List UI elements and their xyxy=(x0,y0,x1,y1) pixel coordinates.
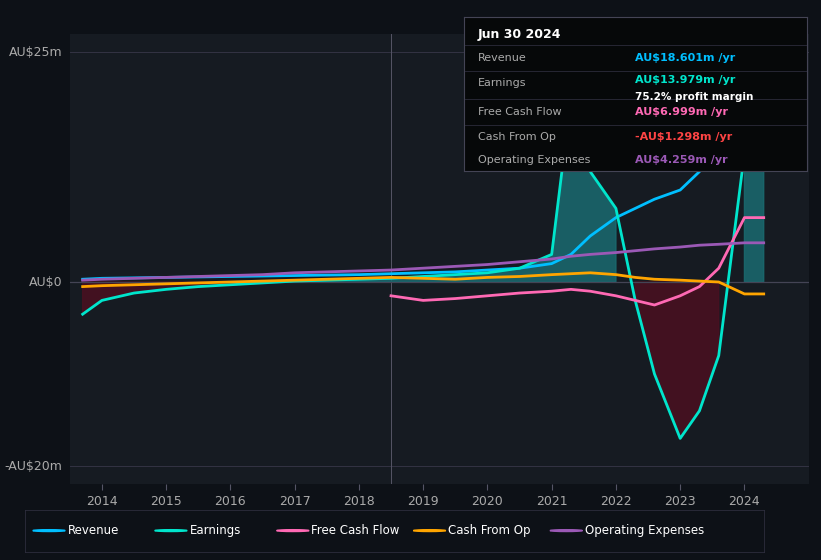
Text: -AU$1.298m /yr: -AU$1.298m /yr xyxy=(635,132,732,142)
Text: Free Cash Flow: Free Cash Flow xyxy=(311,524,400,537)
Text: -AU$20m: -AU$20m xyxy=(5,460,62,473)
Text: AU$0: AU$0 xyxy=(29,276,62,288)
Circle shape xyxy=(550,530,583,531)
Text: AU$18.601m /yr: AU$18.601m /yr xyxy=(635,53,736,63)
Circle shape xyxy=(413,530,446,531)
Text: Earnings: Earnings xyxy=(478,78,526,88)
Text: AU$25m: AU$25m xyxy=(9,45,62,58)
Circle shape xyxy=(277,530,310,531)
Text: 75.2% profit margin: 75.2% profit margin xyxy=(635,92,754,102)
Circle shape xyxy=(154,530,187,531)
Text: Operating Expenses: Operating Expenses xyxy=(585,524,704,537)
Text: Revenue: Revenue xyxy=(67,524,119,537)
Text: Cash From Op: Cash From Op xyxy=(478,132,556,142)
Text: Earnings: Earnings xyxy=(190,524,241,537)
Circle shape xyxy=(33,530,66,531)
Text: Operating Expenses: Operating Expenses xyxy=(478,155,590,165)
Text: Jun 30 2024: Jun 30 2024 xyxy=(478,27,561,40)
Text: Cash From Op: Cash From Op xyxy=(448,524,530,537)
Text: Revenue: Revenue xyxy=(478,53,526,63)
Text: Free Cash Flow: Free Cash Flow xyxy=(478,108,562,117)
Text: AU$13.979m /yr: AU$13.979m /yr xyxy=(635,75,736,85)
Text: AU$6.999m /yr: AU$6.999m /yr xyxy=(635,108,728,117)
Text: AU$4.259m /yr: AU$4.259m /yr xyxy=(635,155,728,165)
